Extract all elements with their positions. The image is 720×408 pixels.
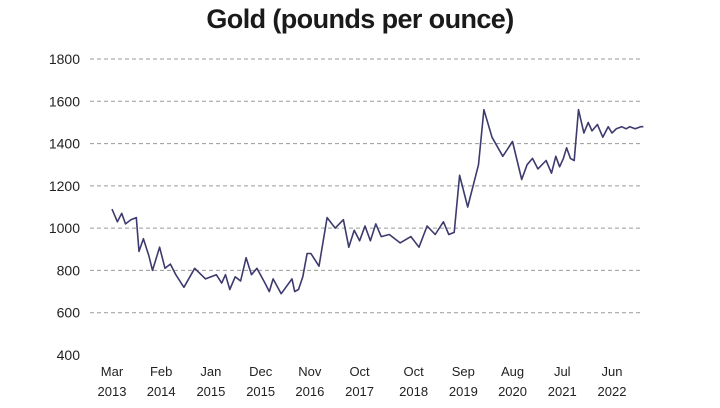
y-tick-label: 400 <box>57 347 81 363</box>
x-tick-month: Aug <box>501 364 524 379</box>
x-tick-month: Jun <box>602 364 623 379</box>
x-tick-month: Sep <box>452 364 475 379</box>
x-tick-year: 2018 <box>399 384 428 399</box>
x-tick-month: Dec <box>249 364 273 379</box>
x-tick-month: Feb <box>150 364 172 379</box>
y-tick-label: 1600 <box>49 93 80 109</box>
x-tick-year: 2019 <box>449 384 478 399</box>
y-tick-label: 800 <box>57 262 81 278</box>
x-tick-month: Mar <box>101 364 124 379</box>
x-tick-month: Jan <box>200 364 221 379</box>
x-tick-year: 2016 <box>295 384 324 399</box>
chart-title: Gold (pounds per ounce) <box>206 4 514 34</box>
gridlines <box>90 58 640 314</box>
y-axis-ticks: 400 600 800 1000 1200 1400 1600 1800 <box>49 51 80 363</box>
x-tick-month: Oct <box>404 364 425 379</box>
y-tick-label: 1000 <box>49 220 80 236</box>
x-tick-month: Jul <box>554 364 571 379</box>
x-tick-month: Oct <box>349 364 370 379</box>
x-tick-year: 2014 <box>147 384 176 399</box>
x-tick-year: 2015 <box>196 384 225 399</box>
x-tick-year: 2020 <box>498 384 527 399</box>
x-tick-year: 2015 <box>246 384 275 399</box>
x-tick-year: 2017 <box>345 384 374 399</box>
y-tick-label: 1800 <box>49 51 80 67</box>
series-layer <box>111 108 644 295</box>
x-tick-month: Nov <box>298 364 322 379</box>
x-axis-ticks: Mar 2013 Feb 2014 Jan 2015 Dec 2015 Nov 2016 Oct 20… <box>98 364 627 399</box>
x-tick-year: 2022 <box>598 384 627 399</box>
y-tick-label: 1400 <box>49 136 80 152</box>
y-tick-label: 600 <box>57 305 81 321</box>
x-tick-year: 2013 <box>98 384 127 399</box>
x-tick-year: 2021 <box>548 384 577 399</box>
y-tick-label: 1200 <box>49 178 80 194</box>
series-line <box>111 108 644 295</box>
